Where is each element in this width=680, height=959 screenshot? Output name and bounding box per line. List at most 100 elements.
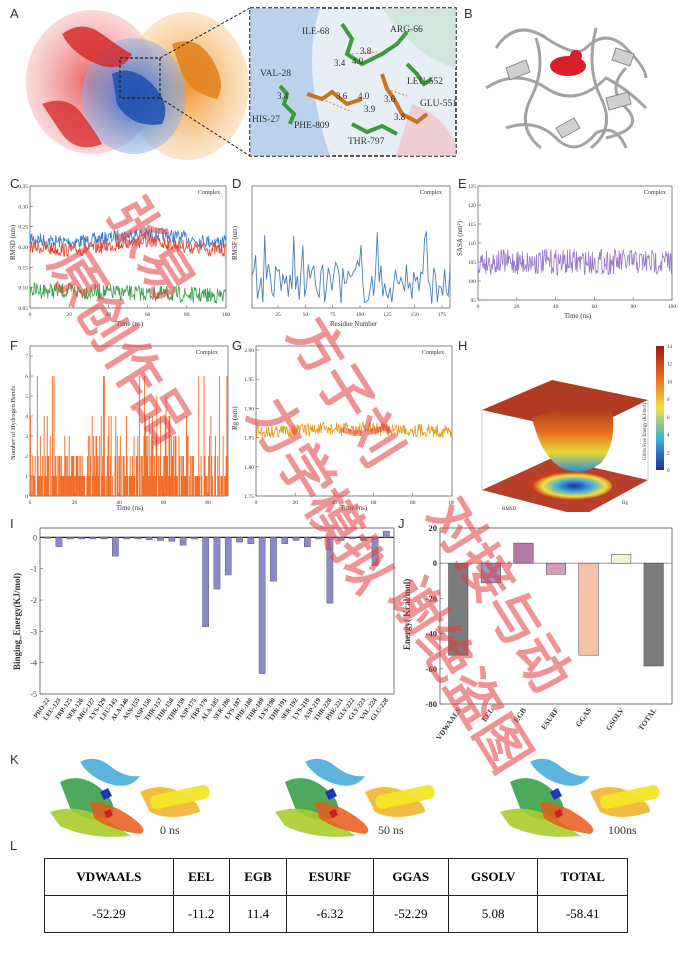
hbond-bar [87, 436, 89, 496]
hbond-bar [100, 416, 102, 496]
axis-ylabel: SASA (nm²) [456, 220, 464, 256]
hbond-bar [172, 456, 174, 496]
x-tick-label: 40 [106, 312, 112, 318]
table-header-row: VDWAALS EEL EGB ESURF GGAS GSOLV TOTAL [44, 858, 628, 896]
hbond-bar [221, 476, 223, 496]
hbond-bar [151, 436, 152, 496]
axis-xlabel: Time (ns) [116, 320, 144, 328]
table-header-cell: EEL [172, 858, 230, 896]
hbond-bar [114, 456, 116, 496]
panel-letter-j: J [398, 516, 405, 531]
panel-f-hbonds: 0 1 2 3 4 5 6 7 0 20 40 60 80 Number of Hydrogen Bon… [10, 345, 229, 512]
hbond-bar [109, 476, 111, 496]
bar [292, 537, 300, 541]
bar [213, 537, 221, 590]
hbond-bar [94, 476, 96, 496]
snapshot-protein [275, 758, 435, 838]
hbond-bar [145, 436, 147, 496]
y-tick-label: 6 [25, 374, 28, 380]
hbond-bar [46, 416, 48, 496]
hbond-bar [170, 476, 171, 496]
hbond-bar [117, 456, 119, 496]
y-tick-label: 0.05 [18, 306, 28, 312]
distance-label: 4.0 [352, 56, 364, 66]
bar [66, 537, 74, 540]
x-tick-label: 20 [72, 500, 78, 506]
hbond-bar [87, 456, 88, 496]
hbond-bar [134, 476, 136, 496]
energy-table: VDWAALS EEL EGB ESURF GGAS GSOLV TOTAL -… [44, 858, 628, 933]
x-tick-label: 40 [332, 500, 338, 506]
axis-xlabel: Time (ns) [116, 504, 144, 512]
axis-ylabel: Number of Hydrogen Bonds [10, 385, 17, 460]
hbond-bar [180, 456, 182, 496]
hbond-bar [153, 476, 155, 496]
bar [145, 537, 153, 541]
hbond-bar [141, 456, 143, 496]
hbond-bar [160, 416, 162, 496]
y-tick-label: 1.75 [244, 494, 254, 500]
x-tick-label: 60 [592, 304, 598, 310]
hbond-bar [58, 456, 60, 496]
hbond-bar [146, 456, 148, 496]
axis-ylabel: Binging_Energy(KJ/mol) [12, 573, 22, 670]
legend-entry: Complex [198, 190, 220, 196]
panel-letter-k: K [10, 752, 19, 767]
hbond-bar [173, 476, 175, 496]
hbond-bar [141, 456, 143, 496]
hbond-bar [203, 376, 205, 496]
hbond-bar [69, 476, 71, 496]
y-tick-label: 0.25 [18, 225, 28, 231]
hbond-bar [221, 476, 222, 496]
hbond-bar [196, 476, 198, 496]
axis-ylabel: RMSF (nm) [231, 225, 239, 260]
hbond-bar [193, 456, 194, 496]
hbond-bar [176, 476, 178, 496]
hbond-bar [192, 456, 194, 496]
hbond-bar [83, 476, 85, 496]
hbond-bar [53, 376, 55, 496]
snapshot-protein [50, 758, 210, 838]
hbond-bar [133, 436, 135, 496]
hbond-bar [201, 476, 203, 496]
hbond-bar [78, 456, 80, 496]
hbond-bar [39, 436, 41, 496]
x-tick-label: 0 [29, 312, 32, 318]
x-tick-label: GGAS [574, 706, 594, 729]
axis-xlabel: Time (ns) [564, 312, 592, 320]
y-tick-label: -1 [30, 565, 37, 574]
x-tick-label: 40 [116, 500, 122, 506]
table-header-cell: TOTAL [537, 858, 628, 896]
distance-label: 3.6 [384, 94, 396, 104]
bar [513, 542, 534, 564]
x-tick-label: 25 [275, 312, 281, 318]
residue-label: ARG-66 [390, 25, 423, 35]
residue-label: PHE-809 [294, 121, 330, 131]
hbond-bar [185, 476, 187, 496]
hbond-bar [51, 476, 53, 496]
hbond-bar [79, 476, 81, 496]
hbond-bar [173, 436, 175, 496]
bar [111, 537, 119, 557]
x-tick-label: 60 [145, 312, 151, 318]
hbond-bar [152, 436, 154, 496]
x-tick-label: GSOLV [604, 706, 626, 733]
legend-entry: Complex [420, 190, 442, 196]
hbond-bar [186, 436, 188, 496]
bar [383, 530, 390, 538]
hbond-bar [205, 476, 207, 496]
hbond-bar [200, 456, 202, 496]
bar [134, 537, 142, 540]
axis-xlabel: Time (ns) [340, 504, 368, 512]
hbond-bar [150, 456, 152, 496]
hbond-bar [138, 376, 140, 496]
colorbar-tick: 6 [667, 416, 670, 421]
hbond-bar [212, 476, 213, 496]
hbond-bar [174, 436, 176, 496]
hbond-bar [55, 476, 57, 496]
y-tick-label: 7 [25, 354, 28, 360]
hbond-bar [215, 436, 216, 496]
x-tick-label: 20 [66, 312, 72, 318]
hbond-bar [81, 456, 83, 496]
x-tick-label: 50 [303, 312, 309, 318]
